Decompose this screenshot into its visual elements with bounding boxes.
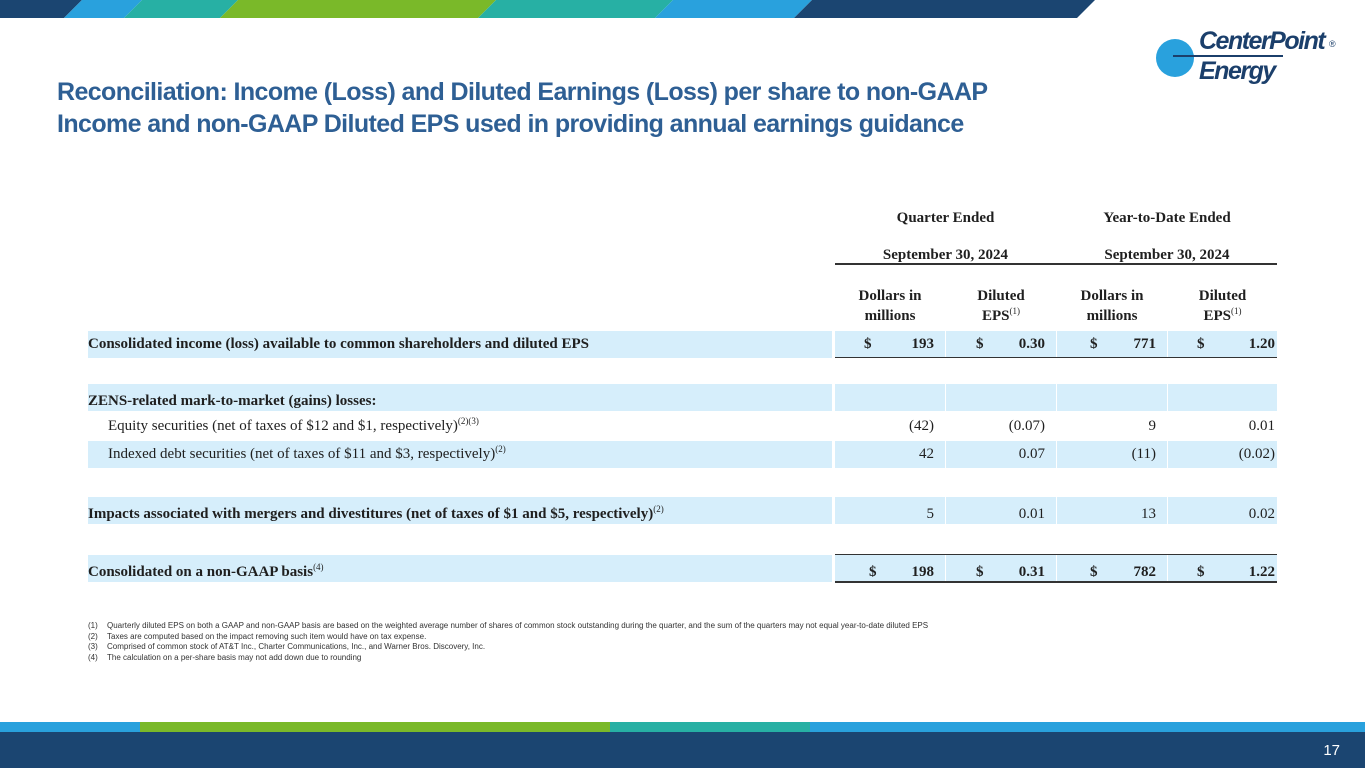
header-ytd-date: September 30, 2024: [1104, 247, 1230, 263]
footnote-text: Quarterly diluted EPS on both a GAAP and…: [107, 621, 929, 630]
footnote-number: (1): [88, 621, 98, 630]
footnote-1: (1) Quarterly diluted EPS on both a GAAP…: [88, 621, 1008, 632]
header-y-eps-line1: Diluted: [1198, 288, 1247, 304]
page-number: 17: [1323, 742, 1340, 759]
header-y-dollars-line1: Dollars in: [1080, 288, 1144, 304]
table-row-equity: Equity securities (net of taxes of $12 a…: [88, 413, 1277, 440]
currency-symbol: $: [864, 336, 872, 352]
q-dollars: 198: [911, 564, 935, 580]
footnote-number: (3): [88, 642, 98, 651]
y-dollars: 771: [1133, 336, 1157, 352]
row-label-text: Consolidated on a non-GAAP basis: [88, 564, 314, 580]
logo-text-line2: Energy: [1199, 57, 1276, 85]
page-title-line2: Income and non-GAAP Diluted EPS used in …: [57, 110, 964, 138]
header-quarter-date: September 30, 2024: [882, 247, 1009, 263]
y-eps: 0.02: [1248, 506, 1275, 522]
header-q-dollars-line1: Dollars in: [858, 288, 922, 304]
q-dollars: 42: [919, 446, 934, 462]
header-q-eps-line2: EPS(1): [946, 306, 1056, 326]
row-label: Impacts associated with mergers and dive…: [88, 501, 664, 528]
header-y-eps-text: EPS: [1203, 308, 1231, 324]
currency-symbol: $: [869, 564, 877, 580]
header-quarter-ended: Quarter Ended: [896, 210, 995, 226]
y-eps: 0.01: [1248, 418, 1275, 434]
header-rule: [835, 263, 1277, 265]
y-dollars: 9: [1148, 418, 1157, 434]
table-row-nongaap: Consolidated on a non-GAAP basis(4) $ 19…: [88, 554, 1277, 583]
row-label-text: Equity securities (net of taxes of $12 a…: [108, 418, 458, 434]
q-dollars: 193: [911, 336, 935, 352]
footnotes: (1) Quarterly diluted EPS on both a GAAP…: [88, 621, 1008, 663]
header-y-eps-line2: EPS(1): [1168, 306, 1277, 326]
header-q-eps: Diluted EPS(1): [946, 286, 1056, 326]
footnote-4: (4) The calculation on a per-share basis…: [88, 653, 1008, 664]
footnote-text: The calculation on a per-share basis may…: [107, 652, 362, 662]
q-dollars: (42): [909, 418, 934, 434]
logo-circle-icon: [1156, 39, 1194, 77]
footnote-number: (4): [88, 652, 98, 662]
y-eps: (0.02): [1238, 446, 1275, 462]
row-label: Equity securities (net of taxes of $12 a…: [108, 413, 479, 440]
currency-symbol: $: [1197, 336, 1205, 352]
table-row-mergers: Impacts associated with mergers and dive…: [88, 497, 1277, 524]
header-q-eps-text: EPS: [981, 308, 1010, 324]
q-eps: 0.07: [1018, 446, 1045, 462]
row-label: Consolidated income (loss) available to …: [88, 336, 590, 352]
header-y-dollars-line2: millions: [1086, 308, 1138, 324]
footnote-number: (2): [88, 631, 98, 641]
row-footnote: (2): [495, 444, 506, 454]
q-dollars: 5: [926, 506, 935, 522]
currency-symbol: $: [976, 336, 984, 352]
row-footnote: (4): [313, 562, 324, 572]
row-label: Consolidated on a non-GAAP basis(4): [88, 559, 324, 586]
footnote-2: (2) Taxes are computed based on the impa…: [88, 632, 1008, 643]
q-eps: (0.07): [1008, 418, 1045, 434]
row-label: ZENS-related mark-to-market (gains) loss…: [88, 393, 377, 409]
header-q-dollars: Dollars in millions: [835, 286, 945, 326]
q-eps: 0.30: [1018, 336, 1045, 352]
header-y-dollars: Dollars in millions: [1057, 286, 1167, 326]
currency-symbol: $: [1090, 336, 1098, 352]
header-y-eps: Diluted EPS(1): [1168, 286, 1277, 326]
y-eps: 1.20: [1248, 336, 1275, 352]
header-q-eps-footnote: (1): [1009, 306, 1021, 316]
y-dollars: 782: [1133, 564, 1157, 580]
row-label: Indexed debt securities (net of taxes of…: [108, 441, 506, 468]
header-y-eps-footnote: (1): [1231, 306, 1242, 316]
currency-symbol: $: [1090, 564, 1098, 580]
row-label-text: Indexed debt securities (net of taxes of…: [108, 446, 496, 462]
row-footnote: (2)(3): [457, 416, 479, 426]
q-eps: 0.31: [1018, 564, 1045, 580]
page-title-line1: Reconciliation: Income (Loss) and Dilute…: [57, 78, 988, 106]
y-dollars: 13: [1141, 506, 1156, 522]
page-title: Reconciliation: Income (Loss) and Dilute…: [57, 76, 1117, 140]
table-row-indexed: Indexed debt securities (net of taxes of…: [88, 441, 1277, 468]
header-ytd-ended: Year-to-Date Ended: [1103, 210, 1231, 226]
footnote-3: (3) Comprised of common stock of AT&T In…: [88, 642, 1008, 653]
header-q-dollars-line2: millions: [864, 308, 916, 324]
row-label-text: Impacts associated with mergers and dive…: [88, 506, 654, 522]
currency-symbol: $: [976, 564, 984, 580]
bottom-decorative-stripe: [0, 722, 1365, 732]
table-row-consolidated: Consolidated income (loss) available to …: [88, 331, 1277, 358]
y-dollars: (11): [1131, 446, 1156, 462]
bottom-bar: [0, 732, 1365, 768]
logo-registered-mark: ®: [1329, 39, 1336, 49]
header-q-eps-line1: Diluted: [977, 288, 1025, 304]
row-footnote: (2): [653, 504, 664, 514]
footnote-text: Comprised of common stock of AT&T Inc., …: [107, 642, 486, 651]
q-eps: 0.01: [1018, 506, 1045, 522]
table-row-zens: ZENS-related mark-to-market (gains) loss…: [88, 384, 1277, 411]
logo-text-line1: CenterPoint: [1199, 27, 1326, 55]
top-decorative-stripe: [0, 0, 1095, 18]
logo-line: [1173, 55, 1283, 57]
currency-symbol: $: [1197, 564, 1205, 580]
y-eps: 1.22: [1248, 564, 1275, 580]
centerpoint-energy-logo: CenterPoint Energy ®: [1153, 27, 1343, 93]
footnote-text: Taxes are computed based on the impact r…: [107, 631, 427, 641]
